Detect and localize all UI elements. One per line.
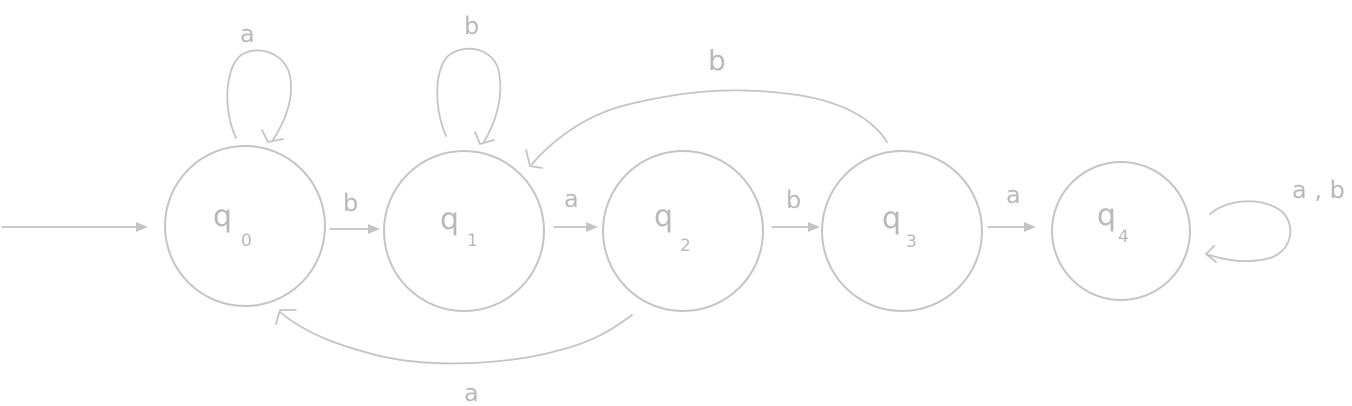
transition-q0-q0: a [226,20,292,143]
state-q4-subscript: 4 [1118,227,1129,247]
state-q2: q 2 [602,150,764,312]
transition-label: a , b [1292,176,1345,204]
state-q3-subscript: 3 [906,232,917,252]
state-q3: q 3 [821,150,983,312]
start-arrow [1,222,148,232]
transition-label: a [240,20,255,48]
transition-q2-q0: a [275,309,633,406]
state-q0-label: q [213,199,232,234]
transition-q0-q1: b [329,189,380,234]
transition-label: a [464,379,479,406]
transition-q2-q3: b [771,186,820,232]
transition-label: b [464,12,479,40]
state-q3-label: q [882,201,901,236]
transition-q3-q4: a [987,181,1036,232]
transition-label: a [1006,181,1021,209]
state-q0: q 0 [164,145,326,307]
state-q4: q 4 [1051,161,1191,301]
state-q2-subscript: 2 [680,236,691,256]
transition-label: b [343,189,358,217]
state-q1-subscript: 1 [467,231,478,251]
transition-q1-q2: a [553,185,598,232]
transition-q4-q4: a , b [1205,176,1345,263]
state-q4-label: q [1097,198,1116,233]
transition-label: a [564,185,579,213]
transition-label: b [786,186,801,214]
state-q2-label: q [654,199,673,234]
state-q1: q 1 [383,150,545,312]
state-q1-label: q [440,202,459,237]
transition-q3-q1: b [525,44,888,169]
state-q0-subscript: 0 [241,231,252,251]
transition-label: b [708,44,726,77]
transition-q1-q1: b [436,12,502,145]
